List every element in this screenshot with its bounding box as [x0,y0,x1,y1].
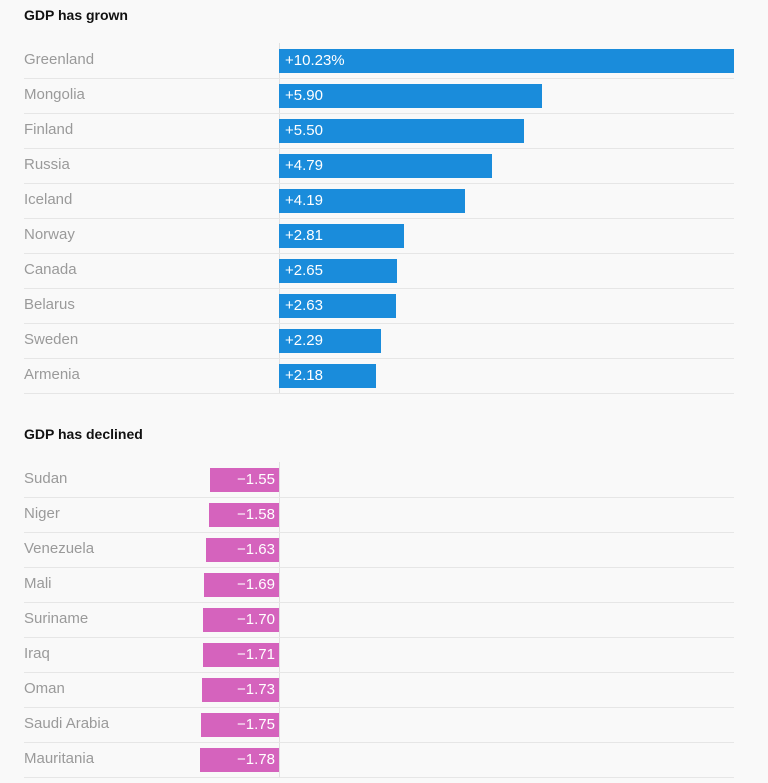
section-title: GDP has declined [24,426,143,442]
bar: +5.90 [279,84,542,108]
bar: −1.73 [202,678,279,702]
chart-row: Russia +4.79 [24,148,734,184]
chart-row: Sudan −1.55 [24,462,734,498]
chart-row: Belarus +2.63 [24,288,734,324]
chart-row: Iraq −1.71 [24,637,734,673]
chart-row: Mali −1.69 [24,567,734,603]
bar: −1.71 [202,643,279,667]
category-label: Niger [24,505,60,522]
bar: +4.19 [279,189,466,213]
bar: −1.69 [203,573,279,597]
category-label: Sudan [24,470,68,487]
chart-row: Suriname −1.70 [24,602,734,638]
bar: +2.63 [279,294,397,318]
bar: −1.55 [210,468,279,492]
bar: −1.58 [208,503,279,527]
category-label: Canada [24,261,77,278]
bar: −1.63 [206,538,279,562]
chart-row: Finland +5.50 [24,113,734,149]
category-label: Saudi Arabia [24,715,110,732]
chart-row: Armenia +2.18 [24,358,734,394]
category-label: Mauritania [24,750,95,767]
category-label: Iraq [24,645,50,662]
category-label: Sweden [24,331,79,348]
bar: −1.78 [199,748,279,772]
category-label: Mali [24,575,52,592]
bar: +2.81 [279,224,405,248]
chart-row: Mauritania −1.78 [24,742,734,778]
category-label: Venezuela [24,540,95,557]
category-label: Finland [24,121,74,138]
bar: +2.18 [279,364,376,388]
baseline-axis [279,462,280,777]
category-label: Norway [24,226,75,243]
chart-row: Norway +2.81 [24,218,734,254]
chart-row: Canada +2.65 [24,253,734,289]
bar: +10.23% [279,49,735,73]
chart-row: Iceland +4.19 [24,183,734,219]
chart-row: Venezuela −1.63 [24,532,734,568]
chart-row: Greenland +10.23% [24,43,735,79]
category-label: Suriname [24,610,89,627]
bar: +4.79 [279,154,493,178]
chart-row: Sweden +2.29 [24,323,734,359]
bar: −1.70 [203,608,279,632]
category-label: Oman [24,680,65,697]
chart-row: Saudi Arabia −1.75 [24,707,734,743]
bar: +2.29 [279,329,381,353]
category-label: Greenland [24,51,95,68]
category-label: Armenia [24,366,80,383]
bar: +2.65 [279,259,397,283]
category-label: Russia [24,156,70,173]
bar: −1.75 [201,713,279,737]
section-title: GDP has grown [24,7,128,23]
bar: +5.50 [279,119,524,143]
chart-row: Mongolia +5.90 [24,78,734,114]
chart-row: Oman −1.73 [24,672,734,708]
chart-row: Niger −1.58 [24,497,734,533]
category-label: Mongolia [24,86,85,103]
category-label: Belarus [24,296,75,313]
category-label: Iceland [24,191,73,208]
